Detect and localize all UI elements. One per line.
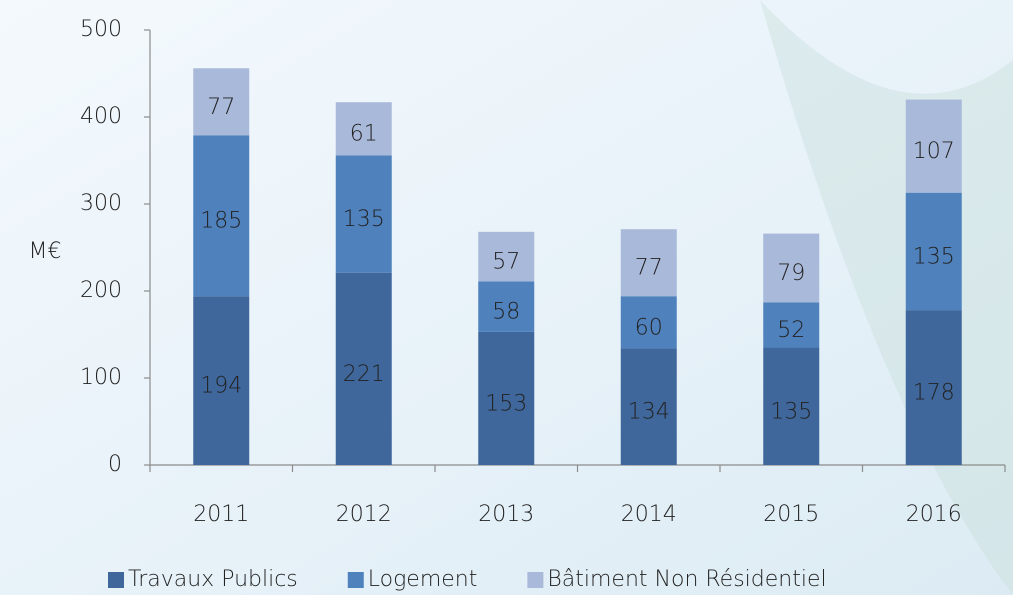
y-tick-label: 0 xyxy=(108,452,122,477)
bar-segment xyxy=(335,155,392,273)
legend-swatch xyxy=(347,572,364,588)
bar-segment xyxy=(478,281,535,332)
data-label: 77 xyxy=(635,256,663,281)
x-tick-label: 2011 xyxy=(193,502,249,527)
bar-segment xyxy=(763,233,820,303)
data-label: 135 xyxy=(343,207,385,232)
data-label: 79 xyxy=(777,261,805,286)
bar-segment xyxy=(193,68,250,136)
y-tick-label: 500 xyxy=(80,17,122,42)
data-label: 221 xyxy=(343,362,385,387)
legend-swatch xyxy=(527,572,544,588)
data-label: 153 xyxy=(485,391,527,416)
data-label: 194 xyxy=(200,374,242,399)
bar-segment xyxy=(335,102,392,156)
legend-label: Bâtiment Non Résidentiel xyxy=(547,567,826,592)
data-label: 134 xyxy=(628,400,670,425)
x-tick-label: 2012 xyxy=(336,502,392,527)
data-label: 52 xyxy=(777,318,805,343)
y-tick-label: 200 xyxy=(80,278,122,303)
bar-segment xyxy=(763,347,820,465)
bar-segment xyxy=(478,231,535,282)
data-label: 178 xyxy=(913,381,955,406)
x-tick-label: 2014 xyxy=(621,502,677,527)
legend-swatch xyxy=(108,572,124,588)
bar-segment xyxy=(620,348,677,465)
y-tick-label: 300 xyxy=(80,191,122,216)
bar-segment xyxy=(905,192,962,311)
data-label: 135 xyxy=(770,399,812,424)
bar-segment xyxy=(620,296,677,349)
x-tick-label: 2015 xyxy=(763,502,819,527)
x-tick-label: 2013 xyxy=(478,502,534,527)
x-tick-label: 2016 xyxy=(906,502,962,527)
bar-segment xyxy=(905,310,962,465)
y-tick-label: 100 xyxy=(80,365,122,390)
data-label: 135 xyxy=(913,244,955,269)
bar-segment xyxy=(620,229,677,297)
bar-segment xyxy=(478,331,535,465)
bar-segment xyxy=(905,99,962,193)
legend-label: Logement xyxy=(368,567,478,592)
y-tick-label: 400 xyxy=(80,104,122,129)
bar-segment xyxy=(193,135,250,297)
bar-segment xyxy=(763,302,820,348)
y-axis-label: M€ xyxy=(29,239,62,264)
data-label: 61 xyxy=(350,122,378,147)
data-label: 57 xyxy=(492,250,520,275)
legend-label: Travaux Publics xyxy=(128,567,298,592)
data-label: 185 xyxy=(200,209,242,234)
bar-segment xyxy=(193,296,250,465)
data-label: 77 xyxy=(207,95,235,120)
data-label: 60 xyxy=(635,315,663,340)
data-label: 58 xyxy=(492,300,520,325)
bar-segment xyxy=(335,272,392,465)
data-label: 107 xyxy=(913,139,955,164)
